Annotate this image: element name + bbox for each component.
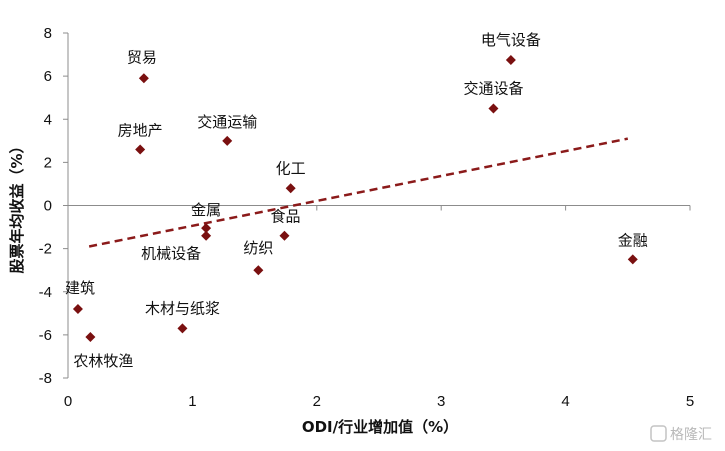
data-point-marker: [253, 265, 264, 276]
data-point-marker: [627, 254, 638, 265]
x-tick-label: 2: [313, 393, 321, 410]
x-axis-title: ODI/行业增加值（%）: [302, 418, 458, 436]
watermark-text: 格隆汇: [670, 427, 712, 443]
data-point-label: 交通运输: [197, 113, 257, 131]
data-point-marker: [505, 54, 516, 65]
x-tick-label: 4: [561, 393, 569, 410]
watermark: 格隆汇: [650, 425, 712, 443]
data-point-label: 纺织: [243, 239, 273, 257]
y-tick-label: -2: [39, 241, 52, 258]
y-tick-label: 0: [44, 198, 52, 215]
y-tick-label: -6: [39, 327, 52, 344]
data-point-marker: [285, 183, 296, 194]
axes-layer: 8 6 4 2 0 -2 -4 -6 -8 0 1 2 3 4 5: [39, 25, 695, 410]
x-tick-label: 0: [64, 393, 72, 410]
y-tick-label: 6: [44, 68, 52, 85]
trend-line: [88, 137, 629, 248]
data-point-marker: [201, 230, 212, 241]
x-tick-label: 3: [437, 393, 445, 410]
data-point-label: 木材与纸浆: [145, 299, 220, 317]
data-point-marker: [222, 135, 233, 146]
data-point-label: 农林牧渔: [73, 352, 133, 370]
data-point-label: 食品: [270, 208, 300, 226]
data-point-label: 机械设备: [141, 245, 201, 263]
data-point-marker: [138, 73, 149, 84]
x-tick-label: 1: [188, 393, 196, 410]
data-point-label: 金属: [191, 201, 221, 219]
data-point-marker: [177, 323, 188, 334]
y-tick-label: 8: [44, 25, 52, 42]
x-tick-label: 5: [686, 393, 694, 410]
watermark-logo-icon: [650, 425, 667, 442]
data-point-label: 贸易: [127, 48, 157, 66]
data-point-label: 交通设备: [463, 79, 523, 97]
y-tick-label: 4: [44, 111, 52, 128]
data-point-marker: [201, 223, 212, 234]
data-point-label: 电气设备: [481, 31, 541, 49]
data-point-label: 建筑: [65, 279, 95, 297]
y-axis-title: 股票年均收益（%）: [8, 138, 26, 273]
y-tick-label: 2: [44, 154, 52, 171]
data-point-marker: [135, 144, 146, 155]
points-layer: [72, 54, 638, 343]
data-point-marker: [488, 103, 499, 114]
data-point-marker: [279, 230, 290, 241]
y-tick-label: -8: [39, 370, 52, 387]
data-point-label: 房地产: [118, 121, 163, 139]
data-point-marker: [85, 332, 96, 343]
data-point-marker: [72, 304, 83, 314]
y-tick-label: -4: [39, 284, 52, 301]
data-point-label: 化工: [276, 159, 306, 177]
trendline-layer: [88, 137, 629, 248]
data-point-label: 金融: [618, 231, 648, 249]
